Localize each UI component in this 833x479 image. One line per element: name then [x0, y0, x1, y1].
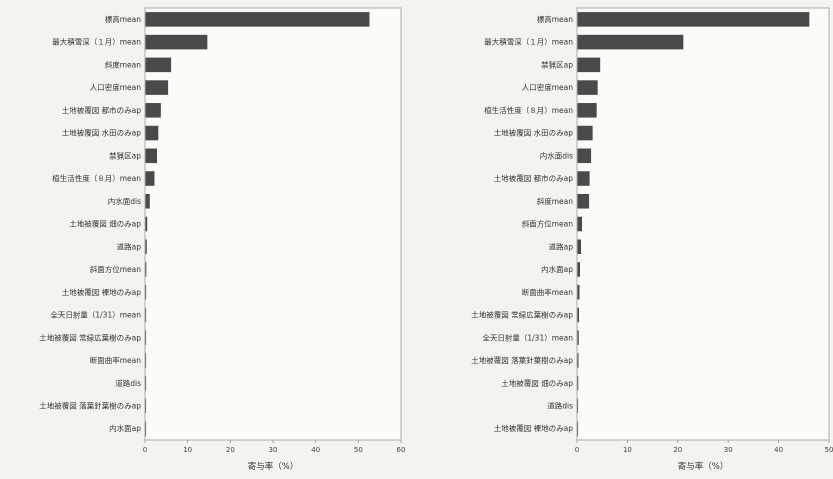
bar — [577, 148, 592, 164]
bar — [577, 193, 590, 209]
bar — [145, 216, 148, 232]
bar — [145, 57, 172, 73]
bar — [145, 307, 147, 323]
x-tick-label: 0 — [575, 446, 579, 454]
bar — [577, 171, 590, 186]
bar — [145, 375, 147, 391]
bar — [145, 193, 150, 209]
bar — [145, 398, 147, 414]
bar — [145, 284, 147, 300]
bar — [577, 239, 582, 255]
chart-2: 標高mean 最大積雪深（１月）mean 禁猟区ap 人口密度mean 植生活性度（８月… — [471, 7, 833, 472]
category-label: 内水面ap — [109, 423, 141, 433]
bar — [577, 12, 810, 27]
plot-area — [576, 7, 830, 441]
bar — [577, 125, 593, 141]
category-label: 禁猟区ap — [541, 59, 573, 69]
bar — [145, 421, 147, 436]
category-label: 禁猟区ap — [109, 150, 141, 160]
category-label: 土地被覆図 落葉針葉樹のみap — [39, 400, 141, 410]
category-label: 土地被覆図 裸地のみap — [62, 287, 141, 297]
bar — [577, 34, 684, 50]
category-label: 道路ap — [549, 241, 574, 251]
bar — [577, 80, 598, 95]
bar — [577, 103, 597, 118]
category-label: 内水面dis — [108, 196, 141, 206]
bar — [145, 12, 370, 27]
bar — [145, 239, 147, 255]
bar — [145, 34, 208, 50]
bar — [577, 262, 581, 277]
category-label: 標高mean — [105, 14, 142, 24]
x-tick-label: 50 — [354, 446, 363, 454]
category-label: 最大積雪深（１月）mean — [484, 37, 573, 47]
category-label: 内水面dis — [540, 150, 573, 160]
x-tick-label: 30 — [724, 446, 733, 454]
category-label: 植生活性度（８月）mean — [484, 105, 573, 115]
category-label: 土地被覆図 水田のみap — [494, 128, 573, 138]
category-label: 土地被覆図 落葉針葉樹のみap — [471, 355, 573, 365]
bar — [145, 148, 158, 164]
x-tick-label: 0 — [143, 446, 147, 454]
category-label: 道路dis — [547, 400, 573, 410]
category-label: 斜度mean — [537, 196, 574, 206]
category-label: 土地被覆図 畑のみap — [501, 378, 573, 388]
bar — [145, 80, 169, 95]
category-label: 土地被覆図 都市のみap — [494, 173, 573, 183]
bar — [577, 353, 579, 368]
category-label: 断面曲率mean — [522, 287, 574, 297]
bar — [145, 353, 147, 368]
x-tick-label: 50 — [825, 446, 833, 454]
category-label: 土地被覆図 畑のみap — [69, 219, 141, 229]
x-tick-label: 40 — [311, 446, 320, 454]
plot-area — [144, 7, 402, 441]
category-label: 土地被覆図 常緑広葉樹のみap — [471, 310, 573, 320]
category-label: 断面曲率mean — [90, 355, 142, 365]
x-tick-label: 30 — [269, 446, 278, 454]
category-label: 全天日射量（1/31）mean — [50, 310, 141, 320]
category-label: 植生活性度（８月）mean — [52, 173, 141, 183]
bar — [145, 125, 159, 141]
x-tick-label: 20 — [226, 446, 235, 454]
category-label: 標高mean — [537, 14, 574, 24]
category-label: 土地被覆図 都市のみap — [62, 105, 141, 115]
category-label: 内水面ap — [541, 264, 573, 274]
bar — [577, 307, 580, 323]
bar — [145, 103, 161, 118]
category-label: 全天日射量（1/31）mean — [482, 332, 573, 342]
category-label: 土地被覆図 裸地のみap — [494, 423, 573, 433]
x-tick-label: 20 — [673, 446, 682, 454]
bar — [577, 330, 579, 345]
bar — [145, 171, 155, 186]
category-label: 道路dis — [115, 378, 141, 388]
bar — [577, 375, 579, 391]
x-tick-label: 10 — [183, 446, 192, 454]
category-label: 斜面方位mean — [522, 219, 574, 229]
bar — [145, 262, 147, 277]
bar — [577, 216, 583, 232]
category-label: 土地被覆図 水田のみap — [62, 128, 141, 138]
bar — [577, 398, 579, 414]
bar — [577, 421, 579, 436]
x-axis-title: 寄与率（%） — [248, 461, 299, 472]
category-label: 人口密度mean — [90, 82, 142, 92]
category-label: 土地被覆図 常緑広葉樹のみap — [39, 332, 141, 342]
category-label: 斜面方位mean — [90, 264, 142, 274]
category-label: 人口密度mean — [522, 82, 574, 92]
bar — [577, 57, 601, 73]
category-label: 斜度mean — [105, 59, 142, 69]
bar — [145, 330, 147, 345]
bar — [577, 284, 580, 300]
category-label: 最大積雪深（１月）mean — [52, 37, 141, 47]
x-tick-label: 40 — [774, 446, 783, 454]
x-axis-title: 寄与率（%） — [678, 461, 729, 472]
chart-1: 標高mean 最大積雪深（１月）mean 斜度mean 人口密度mean 土地被覆図 都… — [39, 7, 406, 472]
x-tick-label: 10 — [623, 446, 632, 454]
category-label: 道路ap — [117, 241, 142, 251]
x-tick-label: 60 — [397, 446, 406, 454]
